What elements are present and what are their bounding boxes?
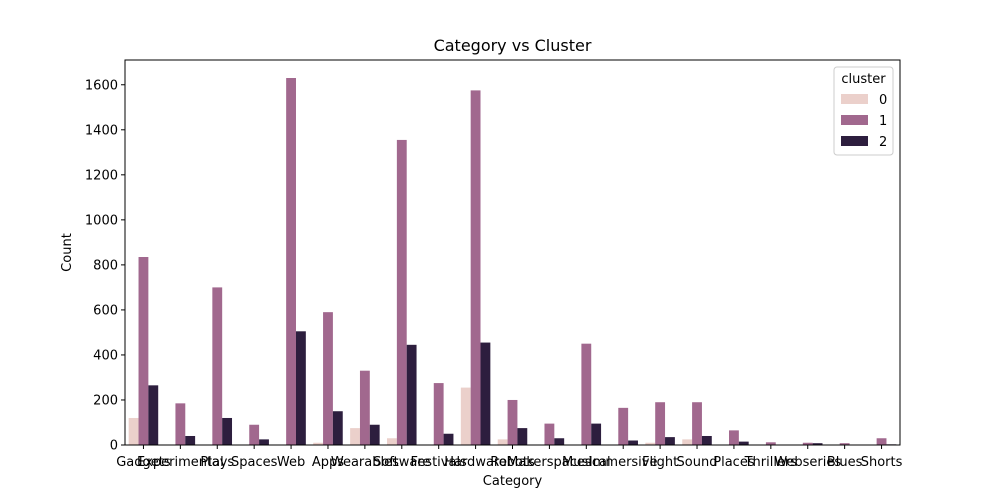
- bar-cluster-0-sound: [682, 439, 693, 445]
- bars-layer: [128, 78, 897, 445]
- bar-cluster-2-wearables: [369, 424, 380, 445]
- legend-swatch-1: [841, 115, 868, 125]
- bar-cluster-2-makerspaces: [554, 438, 565, 445]
- bar-cluster-0-robots: [497, 439, 508, 445]
- legend-swatch-0: [841, 94, 868, 104]
- bar-cluster-2-sound: [701, 435, 712, 445]
- x-tick-label: Webseries: [774, 455, 841, 470]
- bar-cluster-1-spaces: [249, 424, 260, 445]
- bar-cluster-1-gadgets: [138, 257, 149, 445]
- legend-label-1: 1: [879, 114, 887, 129]
- bar-cluster-0-wearables: [350, 428, 360, 445]
- bar-cluster-0-hardware: [460, 387, 471, 445]
- y-axis: 0 200 400 600 800 1000 1200 1400 1600: [85, 78, 125, 454]
- bar-cluster-1-blues: [839, 443, 850, 445]
- bar-cluster-2-places: [738, 441, 749, 445]
- x-axis-label: Category: [483, 474, 543, 489]
- bar-cluster-2-immersive: [628, 440, 638, 445]
- y-tick-label: 800: [93, 258, 118, 273]
- x-tick-label: Makerspaces: [507, 455, 592, 470]
- x-tick-label: Blues: [827, 455, 863, 470]
- y-tick-label: 1600: [85, 78, 118, 93]
- x-tick-label: Places: [713, 455, 755, 470]
- y-tick-label: 0: [110, 439, 118, 454]
- legend-box: [833, 66, 894, 156]
- bar-cluster-2-flight: [665, 437, 675, 445]
- bar-cluster-1-flight: [655, 402, 666, 445]
- x-tick-label: Hardware: [444, 455, 507, 470]
- x-tick-label: Web: [277, 455, 305, 470]
- x-tick-label: Musical: [562, 455, 611, 470]
- x-tick-label: Shorts: [861, 455, 903, 470]
- bar-cluster-1-plays: [212, 287, 223, 445]
- bar-cluster-0-flight: [645, 442, 656, 445]
- bar-cluster-2-gadgets: [148, 385, 159, 445]
- bar-cluster-1-robots: [507, 399, 518, 445]
- bar-cluster-2-spaces: [259, 439, 269, 445]
- bar-cluster-0-apps: [313, 442, 324, 445]
- legend-swatch-2: [841, 136, 868, 146]
- y-tick-label: 1400: [85, 123, 118, 138]
- x-tick-label: Plays: [200, 455, 234, 470]
- bar-cluster-2-plays: [222, 417, 233, 445]
- bar-cluster-1-hardware: [470, 90, 481, 445]
- bar-cluster-1-immersive: [618, 407, 629, 445]
- bar-cluster-2-hardware: [480, 342, 491, 445]
- bar-cluster-2-experimental: [185, 435, 196, 445]
- bar-cluster-2-musical: [591, 423, 602, 445]
- x-tick-label: Gadgets: [116, 455, 171, 470]
- y-tick-label: 1000: [85, 213, 118, 228]
- y-tick-label: 1200: [85, 168, 118, 183]
- x-tick-label: Festivals: [411, 455, 468, 470]
- y-tick-label: 400: [93, 348, 118, 363]
- bar-cluster-1-apps: [323, 312, 333, 445]
- bar-cluster-1-sound: [692, 402, 702, 445]
- bar-cluster-0-software: [387, 438, 397, 445]
- legend: cluster 0 1 2: [833, 66, 894, 156]
- bar-cluster-1-web: [286, 78, 296, 445]
- bar-cluster-1-musical: [581, 343, 592, 445]
- plot-frame: [124, 59, 901, 446]
- x-tick-label: Experimental: [137, 455, 224, 470]
- bar-cluster-1-wearables: [359, 370, 370, 445]
- x-tick-label: Flight: [642, 455, 678, 470]
- legend-title: cluster: [841, 72, 886, 87]
- x-tick-label: Robots: [490, 455, 535, 470]
- bar-cluster-1-shorts: [876, 438, 887, 445]
- bar-cluster-1-experimental: [175, 403, 186, 445]
- x-tick-label: Thrillers: [744, 455, 798, 470]
- legend-label-2: 2: [879, 135, 887, 150]
- y-axis-label: Count: [60, 233, 75, 272]
- legend-label-0: 0: [879, 93, 887, 108]
- bar-cluster-0-gadgets: [128, 417, 139, 445]
- bar-cluster-2-apps: [332, 411, 343, 445]
- x-tick-label: Apps: [312, 455, 344, 470]
- bar-cluster-1-festivals: [433, 383, 444, 445]
- x-tick-label: Wearables: [331, 455, 399, 470]
- bar-cluster-2-festivals: [443, 433, 454, 445]
- x-tick-label: Software: [373, 455, 430, 470]
- chart-title: Category vs Cluster: [434, 36, 592, 55]
- x-tick-label: Sound: [677, 455, 718, 470]
- y-tick-label: 200: [93, 393, 118, 408]
- bar-cluster-2-robots: [517, 428, 528, 445]
- y-tick-label: 600: [93, 303, 118, 318]
- bar-cluster-1-places: [729, 430, 739, 445]
- bar-cluster-1-makerspaces: [544, 423, 555, 445]
- bar-cluster-1-software: [396, 139, 407, 445]
- x-tick-label: Spaces: [231, 455, 278, 470]
- bar-cluster-1-webseries: [802, 442, 813, 445]
- bar-cluster-1-thrillers: [765, 442, 776, 445]
- bar-cluster-2-webseries: [812, 443, 823, 445]
- bar-cluster-2-web: [295, 331, 306, 445]
- bar-cluster-2-software: [406, 344, 417, 445]
- x-tick-label: Immersive: [589, 455, 658, 470]
